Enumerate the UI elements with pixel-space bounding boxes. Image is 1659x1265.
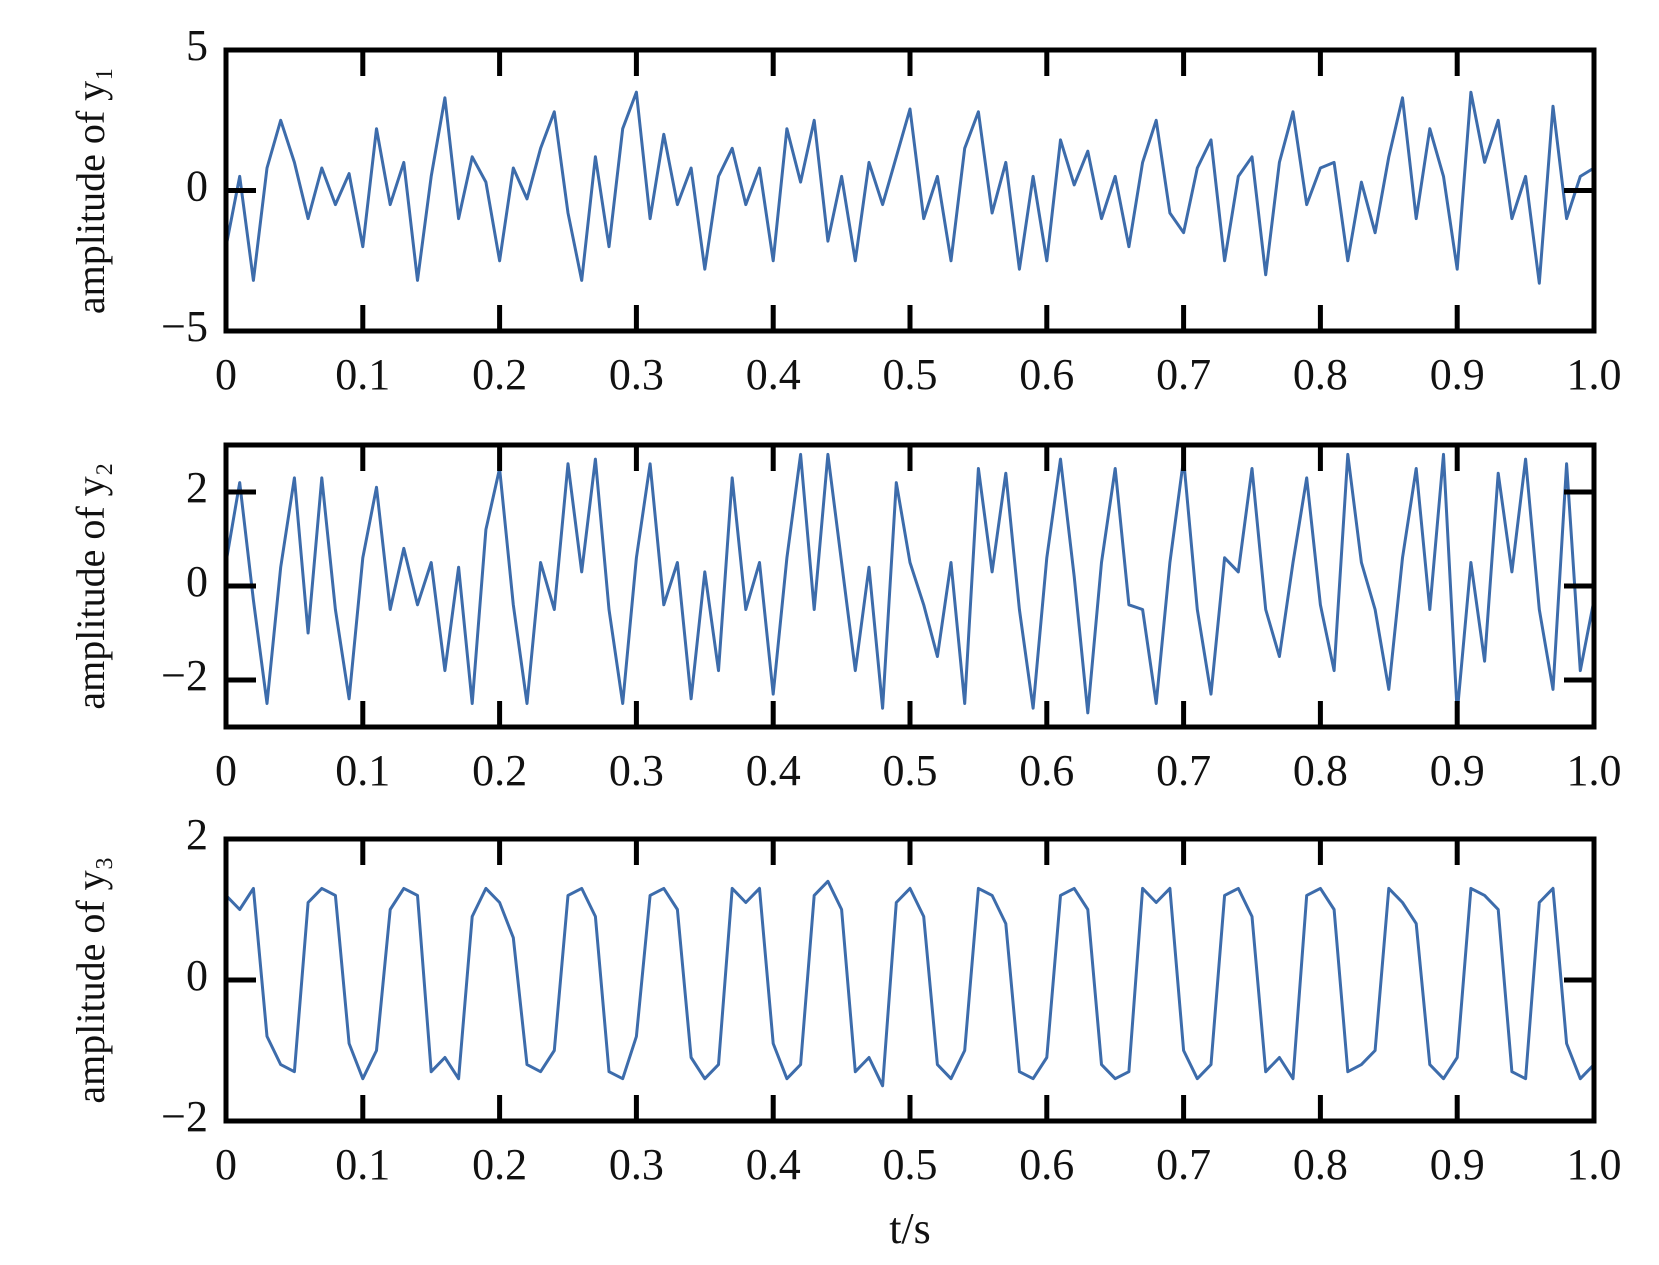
x-tick-label: 0.4 [746,350,801,399]
x-tick-label: 0.9 [1430,350,1485,399]
y-axis-label: amplitude of y₃ [68,856,113,1103]
x-tick-label: 0.2 [472,746,527,795]
x-tick-label: 0.9 [1430,746,1485,795]
plot-frame [226,839,1594,1121]
x-tick-label: 0.8 [1293,746,1348,795]
x-tick-label: 0.3 [609,1140,664,1189]
y-tick-label: 2 [186,463,208,512]
plot-border [223,47,1597,334]
x-tick-label: 0.6 [1019,746,1074,795]
y-tick-label: 0 [186,557,208,606]
plot-border [223,442,1597,730]
signal-line [224,90,1595,285]
y-tick-label: 5 [186,21,208,70]
signal-line [224,879,1596,1088]
x-tick-label: 0.6 [1019,1140,1074,1189]
x-tick-label: 0.6 [1019,350,1074,399]
plot-frame [226,50,1594,331]
x-tick-label: 0.8 [1293,1140,1348,1189]
x-tick-label: 0.5 [883,350,938,399]
y-tick-label: −5 [161,302,208,351]
x-tick-label: 0.4 [746,746,801,795]
x-tick-label: 0.7 [1156,746,1211,795]
y-tick-label: −2 [161,651,208,700]
x-tick-label: 0.4 [746,1140,801,1189]
y-axis-label: amplitude of y₁ [68,67,113,314]
x-tick-label: 0.5 [883,746,938,795]
x-tick-label: 1.0 [1567,746,1622,795]
x-tick-label: 0.2 [472,1140,527,1189]
x-tick-label: 0.1 [335,350,390,399]
x-tick-label: 0.2 [472,350,527,399]
x-tick-label: 0 [215,746,237,795]
x-axis-label: t/s [889,1204,931,1253]
x-tick-label: 0.1 [335,746,390,795]
x-tick-label: 0.1 [335,1140,390,1189]
signal-line [224,452,1596,715]
plot-frame [226,445,1594,727]
x-tick-label: 0.7 [1156,1140,1211,1189]
x-tick-label: 0.9 [1430,1140,1485,1189]
x-tick-label: 0.3 [609,746,664,795]
x-tick-label: 1.0 [1567,1140,1622,1189]
y-tick-label: −2 [161,1092,208,1141]
x-tick-label: 0.7 [1156,350,1211,399]
y-tick-label: 2 [186,810,208,859]
x-tick-label: 0.5 [883,1140,938,1189]
y-axis-label: amplitude of y₂ [68,462,113,709]
x-tick-label: 0.3 [609,350,664,399]
y-tick-label: 0 [186,951,208,1000]
x-tick-label: 0 [215,350,237,399]
plot-border [223,836,1597,1124]
x-tick-label: 0 [215,1140,237,1189]
y-tick-label: 0 [186,162,208,211]
x-tick-label: 0.8 [1293,350,1348,399]
x-tick-label: 1.0 [1567,350,1622,399]
